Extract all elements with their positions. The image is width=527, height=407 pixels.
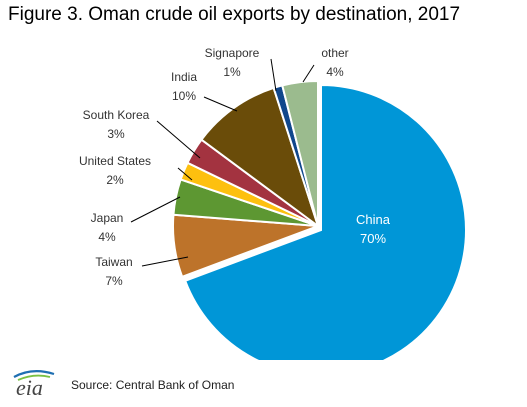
slice-label-other: other 4% xyxy=(321,46,348,79)
leader-lines xyxy=(130,58,315,267)
slice-label-south-korea: South Korea 3% xyxy=(83,108,150,141)
eia-logo: eia xyxy=(13,370,55,398)
slice-label-china: China 70% xyxy=(356,212,391,246)
pie-slice-india xyxy=(200,86,320,229)
leader-line-india xyxy=(203,96,238,112)
slice-label-united-states: United States 2% xyxy=(79,154,151,187)
slice-label-signapore: Signapore 1% xyxy=(205,46,260,79)
source-note: Source: Central Bank of Oman xyxy=(71,378,235,392)
leader-line-south-korea xyxy=(156,120,201,159)
slice-labels: China 70% Taiwan 7% Japan 4% United States 2% So… xyxy=(79,46,391,288)
leader-line-other xyxy=(302,64,315,83)
leader-line-signapore xyxy=(270,58,277,92)
slice-label-india: India 10% xyxy=(171,70,197,103)
pie-chart: China 70% Taiwan 7% Japan 4% United States 2% So… xyxy=(79,46,467,360)
chart-title: Figure 3. Oman crude oil exports by dest… xyxy=(8,4,461,25)
leader-line-united-states xyxy=(177,167,193,181)
leader-line-taiwan xyxy=(141,256,189,267)
eia-logo-text: eia xyxy=(16,375,43,398)
leader-line-japan xyxy=(130,196,181,223)
pie-slice-china xyxy=(183,83,467,360)
slice-label-japan: Japan 4% xyxy=(91,211,124,244)
pie-slice-other xyxy=(281,79,319,227)
pie-slices xyxy=(172,79,467,360)
slice-label-taiwan: Taiwan 7% xyxy=(95,255,132,288)
